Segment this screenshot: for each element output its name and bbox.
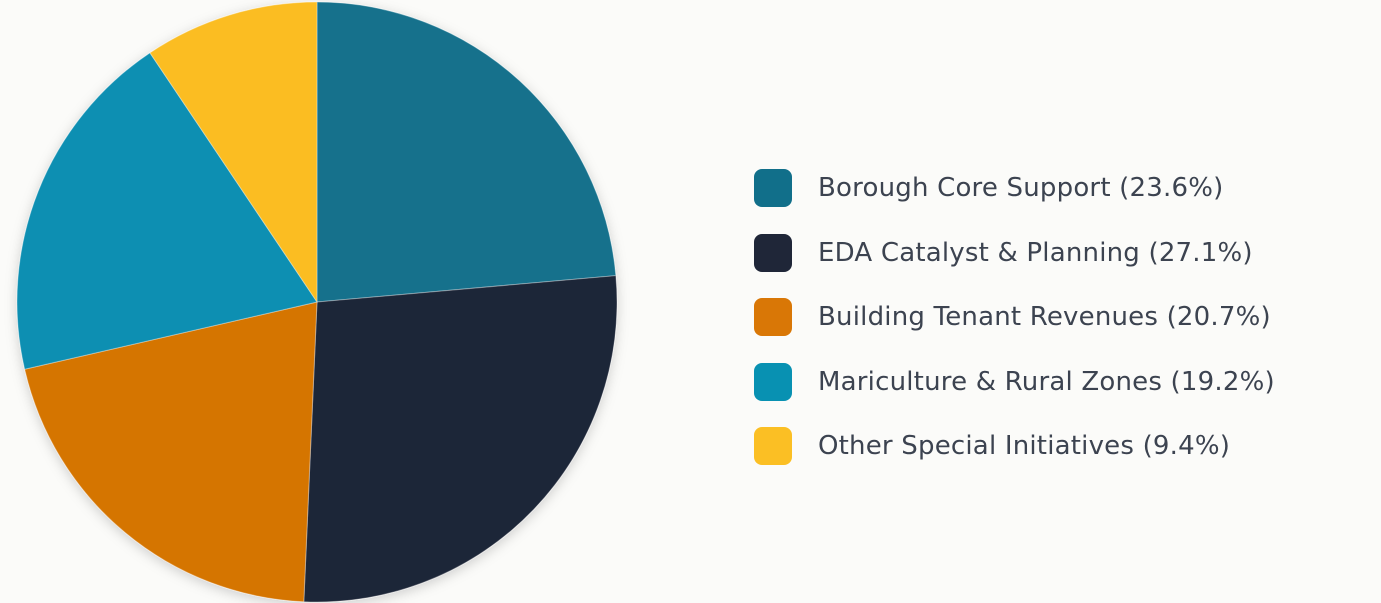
legend: Borough Core Support (23.6%) EDA Catalys… xyxy=(754,156,1275,479)
pie-slice-borough-core-support[interactable] xyxy=(316,1,617,303)
pie-slice-other-special-initiatives[interactable] xyxy=(149,1,318,304)
legend-swatch xyxy=(754,298,792,337)
legend-swatch xyxy=(754,362,792,401)
legend-item-mariculture-rural-zones[interactable]: Mariculture & Rural Zones (19.2%) xyxy=(754,350,1275,415)
legend-label: Mariculture & Rural Zones (19.2%) xyxy=(818,366,1275,397)
legend-swatch xyxy=(754,169,792,208)
legend-item-building-tenant-revenues[interactable]: Building Tenant Revenues (20.7%) xyxy=(754,285,1275,350)
legend-label: Building Tenant Revenues (20.7%) xyxy=(818,302,1271,333)
legend-label: EDA Catalyst & Planning (27.1%) xyxy=(818,237,1253,268)
legend-swatch xyxy=(754,427,792,466)
pie-slice-building-tenant-revenues[interactable] xyxy=(24,301,318,603)
legend-item-eda-catalyst-planning[interactable]: EDA Catalyst & Planning (27.1%) xyxy=(754,221,1275,286)
legend-item-other-special-initiatives[interactable]: Other Special Initiatives (9.4%) xyxy=(754,414,1275,479)
legend-swatch xyxy=(754,233,792,272)
legend-label: Borough Core Support (23.6%) xyxy=(818,173,1224,204)
legend-item-borough-core-support[interactable]: Borough Core Support (23.6%) xyxy=(754,156,1275,221)
pie-slice-mariculture-rural-zones[interactable] xyxy=(16,52,318,370)
pie-slice-eda-catalyst-planning[interactable] xyxy=(303,275,618,603)
legend-label: Other Special Initiatives (9.4%) xyxy=(818,431,1231,462)
pie-plot-area xyxy=(16,1,618,603)
